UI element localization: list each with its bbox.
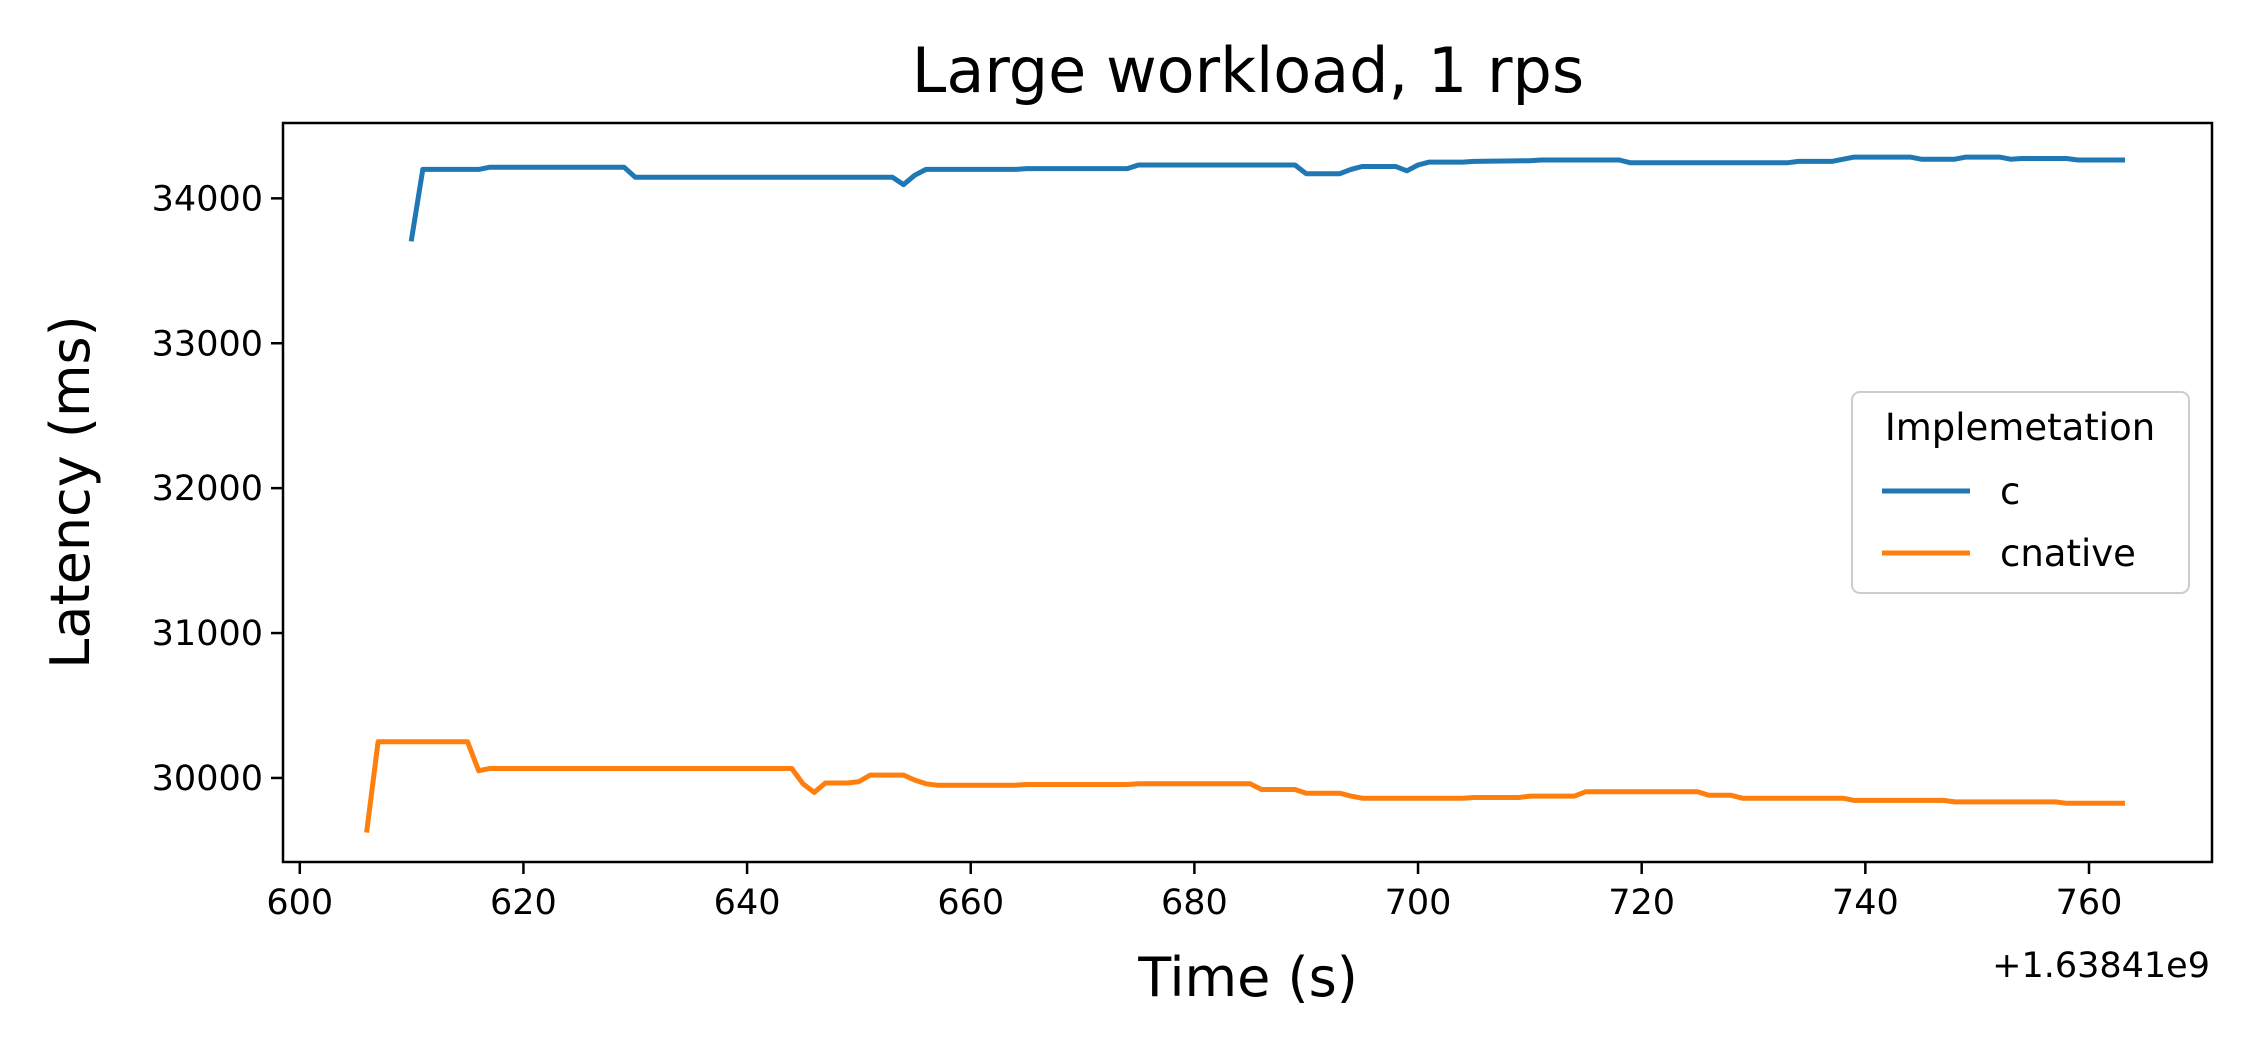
series-line-cnative	[364, 739, 2125, 833]
y-axis: 30000 31000 32000 33000 34000	[152, 179, 283, 799]
x-tick-label: 760	[2056, 883, 2123, 923]
x-axis-title: Time (s)	[1137, 946, 1358, 1009]
x-tick-label: 680	[1161, 883, 1228, 923]
series-line-c	[408, 154, 2125, 242]
x-tick-label: 620	[490, 883, 557, 923]
legend-box	[1851, 391, 2190, 594]
legend: Implemetation c cnative	[1851, 391, 2190, 594]
y-tick-label: 33000	[152, 324, 263, 364]
chart-title: Large workload, 1 rps	[912, 34, 1584, 107]
x-tick-label: 660	[937, 883, 1004, 923]
legend-label-c: c	[2000, 470, 2020, 513]
x-tick-label: 600	[266, 883, 333, 923]
series-layer	[364, 154, 2125, 833]
x-tick-label: 700	[1385, 883, 1452, 923]
y-tick-label: 31000	[152, 614, 263, 654]
x-tick-label: 720	[1608, 883, 1675, 923]
legend-label-cnative: cnative	[2000, 532, 2136, 575]
y-tick-label: 34000	[152, 179, 263, 219]
x-axis-offset-label: +1.63841e9	[1992, 946, 2210, 986]
y-axis-title: Latency (ms)	[39, 315, 102, 668]
x-tick-label: 740	[1832, 883, 1899, 923]
x-axis: 600 620 640 660 680 700 720 740 760	[266, 862, 2122, 923]
legend-title: Implemetation	[1885, 406, 2155, 449]
y-tick-label: 32000	[152, 469, 263, 509]
x-tick-label: 640	[714, 883, 781, 923]
y-tick-label: 30000	[152, 759, 263, 799]
